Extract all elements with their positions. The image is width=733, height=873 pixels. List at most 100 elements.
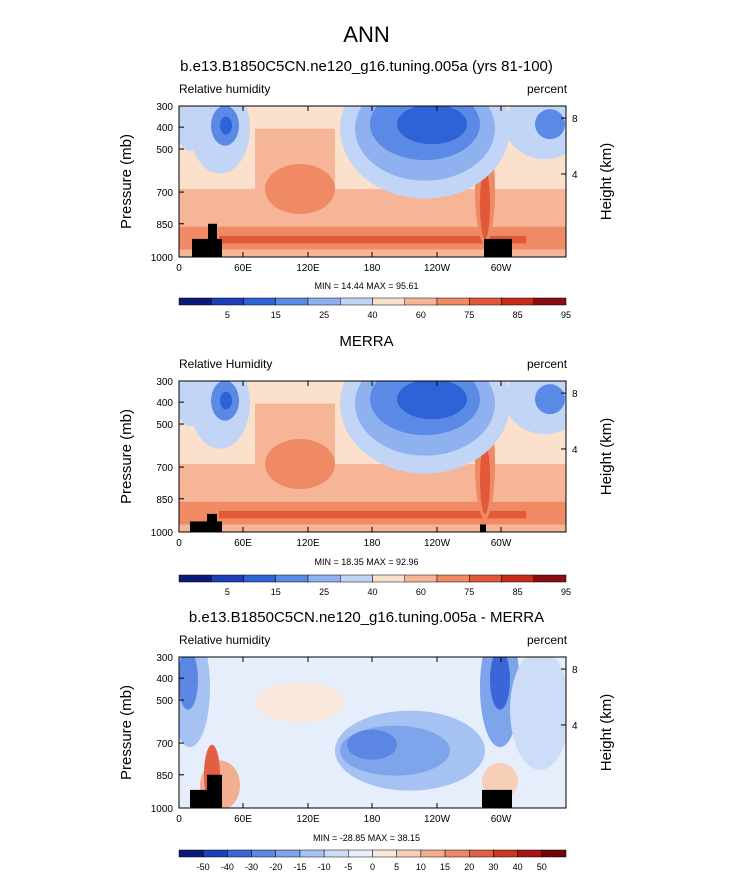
panel-3-colorbar-box <box>493 849 518 858</box>
panel-1-xtick-label: 0 <box>176 263 182 274</box>
figure-title: ANN <box>343 22 390 47</box>
panel-2-colorbar-box <box>436 574 470 583</box>
panel-3-colorbar-label: -10 <box>318 862 331 872</box>
panel-2-colorbar-box <box>469 574 502 583</box>
panel-2-ytick-label: 500 <box>156 420 173 431</box>
panel-2-ytick-label: 700 <box>156 463 173 474</box>
panel-3-min-max: MIN = -28.85 MAX = 38.15 <box>312 833 421 843</box>
panel-2-variable-label: Relative Humidity <box>179 357 273 371</box>
panel-3-ytick-label: 700 <box>156 739 173 750</box>
panel-1-colorbar-box <box>501 297 534 306</box>
panel-3-colorbar-box <box>299 849 325 858</box>
panel-3-ylabel: Pressure (mb) <box>118 685 135 780</box>
panel-3-height-tick-label: 4 <box>572 721 578 732</box>
panel-2-colorbar-label: 40 <box>367 587 377 597</box>
panel-1-colorbar-box <box>372 297 405 306</box>
panel-3-colorbar-label: -5 <box>344 862 352 872</box>
panel-2-title: MERRA <box>339 333 394 350</box>
panel-3-colorbar-box <box>202 849 228 858</box>
panel-1-title: b.e13.B1850C5CN.ne120_g16.tuning.005a (y… <box>180 58 553 75</box>
panel-2-height-tick-label: 8 <box>572 389 578 400</box>
panel-3-ytick-label: 850 <box>156 771 173 782</box>
panel-1-xtick-label: 60W <box>491 263 512 274</box>
panel-3-colorbar-label: -50 <box>197 862 210 872</box>
panel-2-colorbar-box <box>404 574 438 583</box>
panel-1-colorbar-label: 85 <box>513 310 523 320</box>
panel-3-colorbar-box <box>348 849 373 858</box>
panel-1-xtick-label: 180 <box>364 263 381 274</box>
panel-1-height-tick-label: 8 <box>572 114 578 125</box>
panel-3-colorbar-box <box>517 849 543 858</box>
panel-1-height-tick-label: 4 <box>572 170 578 181</box>
panel-1-colorbar-box <box>307 297 341 306</box>
panel-1-xtick-label: 120W <box>424 263 451 274</box>
panel-2-xtick-label: 60E <box>234 538 252 549</box>
panel-1-colorbar-box <box>533 297 567 306</box>
panel-2-xtick-label: 0 <box>176 538 182 549</box>
panel-1-colorbar-label: 25 <box>319 310 329 320</box>
panel-3-colorbar-label: 0 <box>370 862 375 872</box>
panel-1-ytick-label: 850 <box>156 220 173 231</box>
panel-3-variable-label: Relative humidity <box>179 633 271 647</box>
panel-3-colorbar-label: -40 <box>221 862 234 872</box>
panel-2-ytick-label: 300 <box>156 377 173 388</box>
panel-3-xtick-label: 120W <box>424 814 451 825</box>
panel-3-colorbar-box <box>227 849 252 858</box>
panel-3-colorbar-box <box>275 849 301 858</box>
panel-3-colorbar-box <box>323 849 349 858</box>
panel-3-ytick-label: 400 <box>156 674 173 685</box>
panel-3-ytick-label: 500 <box>156 696 173 707</box>
panel-3-colorbar-label: -20 <box>269 862 282 872</box>
panel-2-colorbar-box <box>275 574 309 583</box>
panel-3-units-label: percent <box>527 633 568 647</box>
panel-3-colorbar-label: 20 <box>464 862 474 872</box>
panel-3-colorbar-label: 5 <box>394 862 399 872</box>
panel-2-colorbar-box <box>340 574 373 583</box>
panel-1-field <box>179 106 566 257</box>
panel-2-height-tick-label: 4 <box>572 445 578 456</box>
panel-3-colorbar-label: -30 <box>245 862 258 872</box>
panel-1-colorbar-box <box>436 297 470 306</box>
panel-2-units-label: percent <box>527 357 568 371</box>
panel-3-ylabel-right: Height (km) <box>598 694 615 772</box>
panel-1-colorbar-box <box>469 297 502 306</box>
panel-3-colorbar-box <box>469 849 494 858</box>
panel-2-colorbar-label: 5 <box>225 587 230 597</box>
panel-2-colorbar-box <box>372 574 405 583</box>
panel-2-colorbar-label: 85 <box>513 587 523 597</box>
panel-1-ytick-label: 700 <box>156 188 173 199</box>
panel-3-field <box>179 657 566 808</box>
panel-1-colorbar-label: 5 <box>225 310 230 320</box>
panel-3-colorbar-box <box>444 849 470 858</box>
panel-2-colorbar-label: 15 <box>271 587 281 597</box>
panel-3-xtick-label: 60E <box>234 814 252 825</box>
panel-1-colorbar-box <box>178 297 212 306</box>
panel-3-ytick-label: 1000 <box>151 804 174 815</box>
panel-3-colorbar-label: 10 <box>416 862 426 872</box>
panel-2-ytick-label: 850 <box>156 495 173 506</box>
panel-2-colorbar-box <box>178 574 212 583</box>
panel-2-xtick-label: 120E <box>296 538 320 549</box>
panel-2-colorbar-label: 75 <box>464 587 474 597</box>
panel-2-field <box>179 381 566 532</box>
panel-3-colorbar-box <box>420 849 446 858</box>
panel-2-colorbar-label: 95 <box>561 587 571 597</box>
panel-1-ylabel: Pressure (mb) <box>118 134 135 229</box>
panel-1-colorbar-label: 15 <box>271 310 281 320</box>
panel-1-units-label: percent <box>527 82 568 96</box>
panel-1-colorbar-box <box>243 297 276 306</box>
panel-3-height-tick-label: 8 <box>572 665 578 676</box>
panel-1-colorbar-box <box>340 297 373 306</box>
panel-1-colorbar-label: 75 <box>464 310 474 320</box>
panel-3-ytick-label: 300 <box>156 653 173 664</box>
panel-3-colorbar-box <box>178 849 204 858</box>
panel-2-colorbar-box <box>533 574 567 583</box>
panel-2-terrain <box>190 521 222 532</box>
panel-1-ytick-label: 500 <box>156 145 173 156</box>
panel-1-ytick-label: 400 <box>156 123 173 134</box>
panel-3-xtick-label: 60W <box>491 814 512 825</box>
panel-2-colorbar-box <box>307 574 341 583</box>
panel-3-colorbar-label: 30 <box>488 862 498 872</box>
panel-2-colorbar-box <box>211 574 244 583</box>
